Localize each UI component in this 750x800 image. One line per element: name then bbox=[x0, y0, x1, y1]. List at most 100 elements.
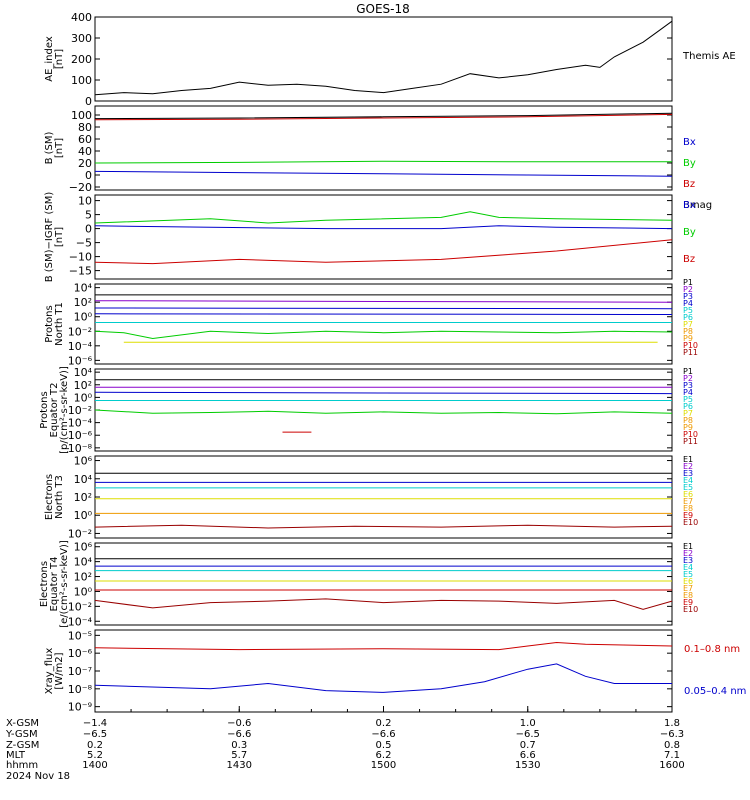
panel-7-series-e10 bbox=[94, 598, 673, 610]
ephemeris-hhmm-value: 1430 bbox=[227, 760, 252, 771]
legend-panel-5-p4: P4 bbox=[683, 388, 693, 397]
legend-panel-3-bz: Bz bbox=[683, 254, 695, 265]
panel-2-ytick-label: 80 bbox=[78, 121, 92, 134]
legend-panel-6-e9: E9 bbox=[683, 511, 693, 520]
panel-3-ytick-label: −5 bbox=[76, 237, 92, 250]
panel-4-series-p7 bbox=[94, 330, 673, 340]
legend-panel-5-p9: P9 bbox=[683, 423, 693, 432]
panel-2-ytick-label: 0 bbox=[85, 169, 92, 182]
panel-4-ytick-label: 10⁰ bbox=[74, 311, 93, 324]
legend-panel-6-e10: E10 bbox=[683, 518, 698, 527]
panel-8-ytick-label: 10⁻⁵ bbox=[68, 629, 92, 642]
ephemeris-y-gsm-value: −6.3 bbox=[660, 729, 684, 740]
ephemeris-label-y-gsm: Y-GSM bbox=[5, 729, 38, 740]
legend-panel-7-e7: E7 bbox=[683, 584, 693, 593]
panel-1-ytick-label: 100 bbox=[71, 74, 92, 87]
panel-2-series-bz bbox=[94, 113, 673, 121]
panel-5-series-p7 bbox=[94, 409, 673, 415]
legend-panel-6-e4: E4 bbox=[683, 476, 693, 485]
ephemeris-z-gsm-value: 0.3 bbox=[231, 740, 247, 751]
ephemeris-x-gsm-value: 1.8 bbox=[664, 718, 680, 729]
panel-2-ytick-label: 40 bbox=[78, 145, 92, 158]
ephemeris-y-gsm-value: −6.6 bbox=[227, 729, 251, 740]
panel-4-series-p2 bbox=[94, 300, 673, 303]
legend-panel-8-0-05-0-4-nm: 0.05–0.4 nm bbox=[684, 686, 746, 697]
panel-8-ytick-label: 10⁻⁷ bbox=[68, 665, 92, 678]
panel-7-ytick-label: 10⁻⁴ bbox=[68, 615, 93, 628]
ephemeris-label-z-gsm: Z-GSM bbox=[6, 740, 39, 751]
legend-panel-7-e8: E8 bbox=[683, 591, 693, 600]
panel-8-frame bbox=[94, 629, 673, 713]
date-label: 2024 Nov 18 bbox=[6, 771, 70, 782]
legend-panel-7-e6: E6 bbox=[683, 577, 693, 586]
panel-7-ylabel: Electrons bbox=[39, 561, 50, 607]
panel-7-ytick-label: 10² bbox=[74, 571, 92, 584]
ephemeris-mlt-value: 5.2 bbox=[87, 750, 103, 761]
legend-panel-4-p9: P9 bbox=[683, 334, 693, 343]
legend-panel-6-e2: E2 bbox=[683, 462, 693, 471]
panel-3-ytick-label: 10 bbox=[78, 195, 92, 208]
legend-panel-6-e1: E1 bbox=[683, 455, 693, 464]
ephemeris-label-hhmm: hhmm bbox=[6, 760, 38, 771]
panel-7-ylabel: Equator T4 bbox=[49, 557, 60, 612]
panel-5-ytick-label: 10⁻⁴ bbox=[68, 417, 93, 430]
panel-7-ytick-label: 10⁶ bbox=[74, 541, 93, 554]
legend-panel-2-bx: Bx bbox=[683, 137, 696, 148]
ephemeris-z-gsm-value: 0.8 bbox=[664, 740, 680, 751]
panel-2-ytick-label: 100 bbox=[71, 109, 92, 122]
panel-5-ylabel: Equator T2 bbox=[49, 383, 60, 438]
panel-4-series-p4 bbox=[94, 313, 673, 315]
panel-1-ylabel: AE_index bbox=[44, 36, 55, 82]
panel-3-ylabel: B (SM)−IGRF (SM) bbox=[44, 192, 55, 283]
legend-panel-3-by: By bbox=[683, 227, 696, 238]
panel-2-ytick-label: 60 bbox=[78, 133, 92, 146]
panel-2-ylabel: B (SM) bbox=[44, 131, 55, 164]
panel-5-ytick-label: 10⁻⁸ bbox=[68, 442, 93, 455]
legend-panel-5-p2: P2 bbox=[683, 374, 693, 383]
panel-3-series-bx bbox=[94, 225, 673, 230]
legend-panel-1-themis-ae: Themis AE bbox=[682, 51, 736, 62]
legend-panel-7-e2: E2 bbox=[683, 549, 693, 558]
panel-2-series-by bbox=[94, 160, 672, 164]
panel-8-ytick-label: 10⁻⁶ bbox=[68, 647, 93, 660]
panel-7-ytick-label: 10⁴ bbox=[74, 556, 93, 569]
ephemeris-z-gsm-value: 0.7 bbox=[520, 740, 536, 751]
legend-panel-5-p11: P11 bbox=[683, 437, 698, 446]
legend-panel-5-p10: P10 bbox=[683, 430, 698, 439]
panel-6-ytick-label: 10⁻² bbox=[68, 527, 92, 540]
legend-panel-6-e5: E5 bbox=[683, 483, 693, 492]
panel-3-ylabel: [nT] bbox=[54, 227, 65, 247]
panel-1-ytick-label: 0 bbox=[85, 95, 92, 108]
ephemeris-hhmm-value: 1500 bbox=[371, 760, 396, 771]
panel-6-ytick-label: 10⁶ bbox=[74, 455, 93, 468]
ephemeris-x-gsm-value: −0.6 bbox=[227, 718, 251, 729]
legend-panel-7-e9: E9 bbox=[683, 598, 693, 607]
panel-6-ytick-label: 10² bbox=[74, 491, 92, 504]
panel-5-ylabel: [p/(cm²-s-sr-keV)] bbox=[59, 366, 70, 454]
legend-panel-4-p2: P2 bbox=[683, 285, 693, 294]
legend-panel-4-p3: P3 bbox=[683, 292, 693, 301]
legend-panel-5-p6: P6 bbox=[683, 402, 693, 411]
ephemeris-hhmm-value: 1530 bbox=[515, 760, 540, 771]
ephemeris-x-gsm-value: 0.2 bbox=[376, 718, 392, 729]
panel-1-ytick-label: 300 bbox=[71, 32, 92, 45]
panel-3-series-bz bbox=[94, 239, 673, 265]
panel-3-ytick-label: 0 bbox=[85, 223, 92, 236]
panel-3-ytick-label: −10 bbox=[69, 251, 92, 264]
panel-5-ytick-label: 10² bbox=[74, 379, 92, 392]
panel-5-ytick-label: 10⁻² bbox=[68, 404, 92, 417]
panel-6-ytick-label: 10⁰ bbox=[74, 509, 93, 522]
legend-panel-4-p10: P10 bbox=[683, 341, 698, 350]
panel-5-ytick-label: 10⁻⁶ bbox=[68, 429, 93, 442]
ephemeris-x-gsm-value: 1.0 bbox=[520, 718, 536, 729]
panel-1-ylabel: [nT] bbox=[54, 49, 65, 69]
panel-3-series-by bbox=[94, 211, 673, 224]
panel-1-ytick-label: 200 bbox=[71, 53, 92, 66]
legend-panel-7-e1: E1 bbox=[683, 542, 693, 551]
panel-8-series-0-05-0-4-nm bbox=[94, 663, 672, 693]
ephemeris-label-mlt: MLT bbox=[6, 750, 26, 761]
legend-panel-5-p8: P8 bbox=[683, 416, 693, 425]
panel-8-ylabel: Xray_flux bbox=[44, 648, 55, 695]
legend-panel-5-p5: P5 bbox=[683, 395, 693, 404]
